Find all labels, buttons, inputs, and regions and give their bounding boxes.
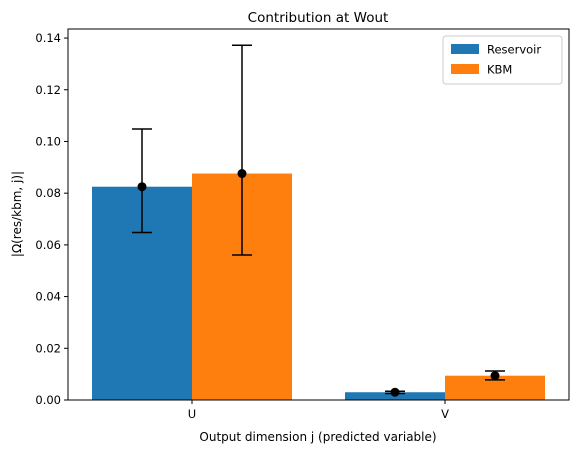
y-tick-label: 0.08	[35, 186, 61, 200]
mean-marker	[490, 371, 500, 381]
mean-marker	[237, 169, 247, 179]
y-tick-label: 0.14	[35, 31, 61, 45]
mean-marker	[137, 182, 147, 192]
chart-title: Contribution at Wout	[248, 10, 389, 26]
legend: Reservoir KBM	[442, 35, 563, 85]
x-axis-label: Output dimension j (predicted variable)	[199, 430, 436, 444]
y-tick-label: 0.12	[35, 83, 61, 97]
legend-swatch-reservoir	[451, 44, 479, 54]
y-axis-label: |Ω(res/kbm, j)|	[10, 171, 24, 257]
mean-marker	[390, 387, 400, 397]
plot-frame	[67, 28, 570, 401]
x-tick-label: V	[441, 407, 449, 421]
legend-label-reservoir: Reservoir	[487, 43, 541, 57]
y-tick-label: 0.04	[35, 290, 61, 304]
legend-swatch-kbm	[451, 64, 479, 74]
y-tick-label: 0.02	[35, 341, 61, 355]
x-tick-label: U	[188, 407, 196, 421]
y-tick-label: 0.10	[35, 134, 61, 148]
y-tick-label: 0.06	[35, 238, 61, 252]
legend-label-kbm: KBM	[487, 63, 512, 77]
y-tick-label: 0.00	[35, 393, 61, 407]
